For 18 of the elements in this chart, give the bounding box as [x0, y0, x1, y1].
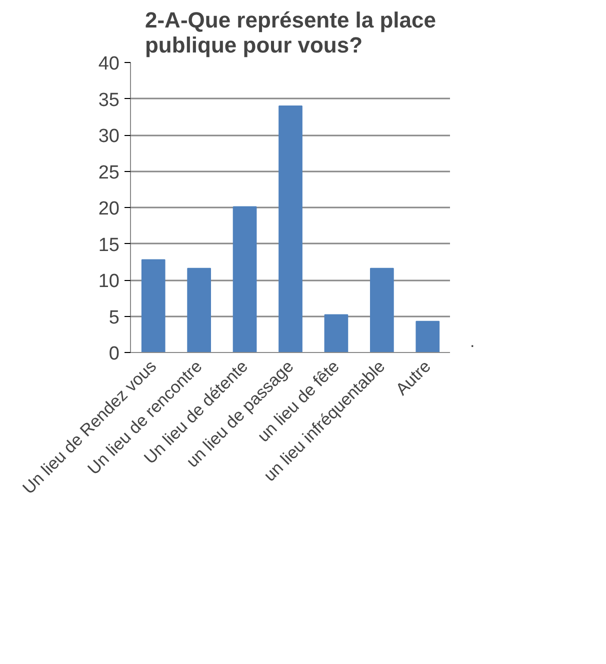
chart-title: 2-A-Que représente la place publique pour vous? [144, 8, 436, 58]
y-tick-label: 35 [98, 90, 120, 111]
bar [187, 268, 211, 352]
y-tick-label: 40 [98, 54, 120, 74]
bar [370, 268, 394, 352]
y-tick-label: 20 [98, 198, 120, 220]
bar [416, 320, 440, 352]
series-label: . [470, 332, 476, 352]
y-tick-label: 0 [108, 344, 120, 364]
bar [278, 106, 302, 352]
y-tick-label: 30 [98, 126, 120, 147]
bar [141, 259, 166, 352]
y-tick-label: 10 [98, 271, 120, 292]
y-tick-label: 5 [108, 307, 120, 328]
bar [232, 206, 257, 352]
bar [324, 314, 348, 352]
y-tick-label: 25 [98, 162, 120, 184]
y-tick-label: 15 [98, 234, 120, 256]
